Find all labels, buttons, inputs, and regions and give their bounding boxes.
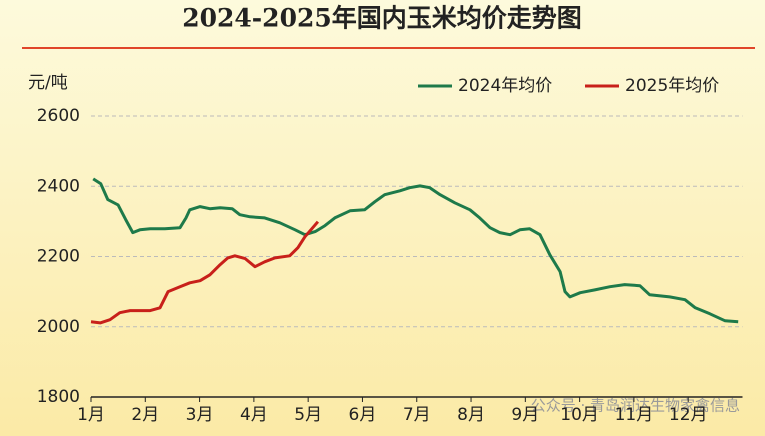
- x-tick-label: 12月: [669, 405, 708, 425]
- chart-title: 2024-2025年国内玉米均价走势图: [182, 4, 582, 33]
- y-tick-label: 2600: [37, 106, 80, 126]
- y-tick-label: 1800: [37, 387, 80, 407]
- x-tick-label: 3月: [186, 405, 214, 425]
- x-tick-label: 10月: [560, 405, 599, 425]
- x-tick-label: 9月: [511, 405, 539, 425]
- x-tick-label: 1月: [77, 405, 105, 425]
- series-line: [90, 220, 320, 325]
- x-tick-label: 4月: [240, 405, 268, 425]
- x-tick-label: 7月: [403, 405, 431, 425]
- x-tick-label: 6月: [349, 405, 377, 425]
- x-tick-label: 5月: [294, 405, 322, 425]
- y-axis-label: 元/吨: [28, 73, 68, 93]
- watermark: 公众号 · 青岛润达生物家禽信息: [531, 397, 740, 415]
- series-line: [92, 177, 739, 324]
- y-tick-label: 2200: [37, 247, 80, 267]
- y-tick-label: 2400: [37, 176, 80, 196]
- x-tick-label: 2月: [131, 405, 159, 425]
- x-tick-label: 11月: [615, 405, 654, 425]
- legend-label: 2024年均价: [458, 76, 552, 96]
- x-tick-label: 8月: [457, 405, 485, 425]
- y-tick-label: 2000: [37, 317, 80, 337]
- legend-label: 2025年均价: [625, 76, 719, 96]
